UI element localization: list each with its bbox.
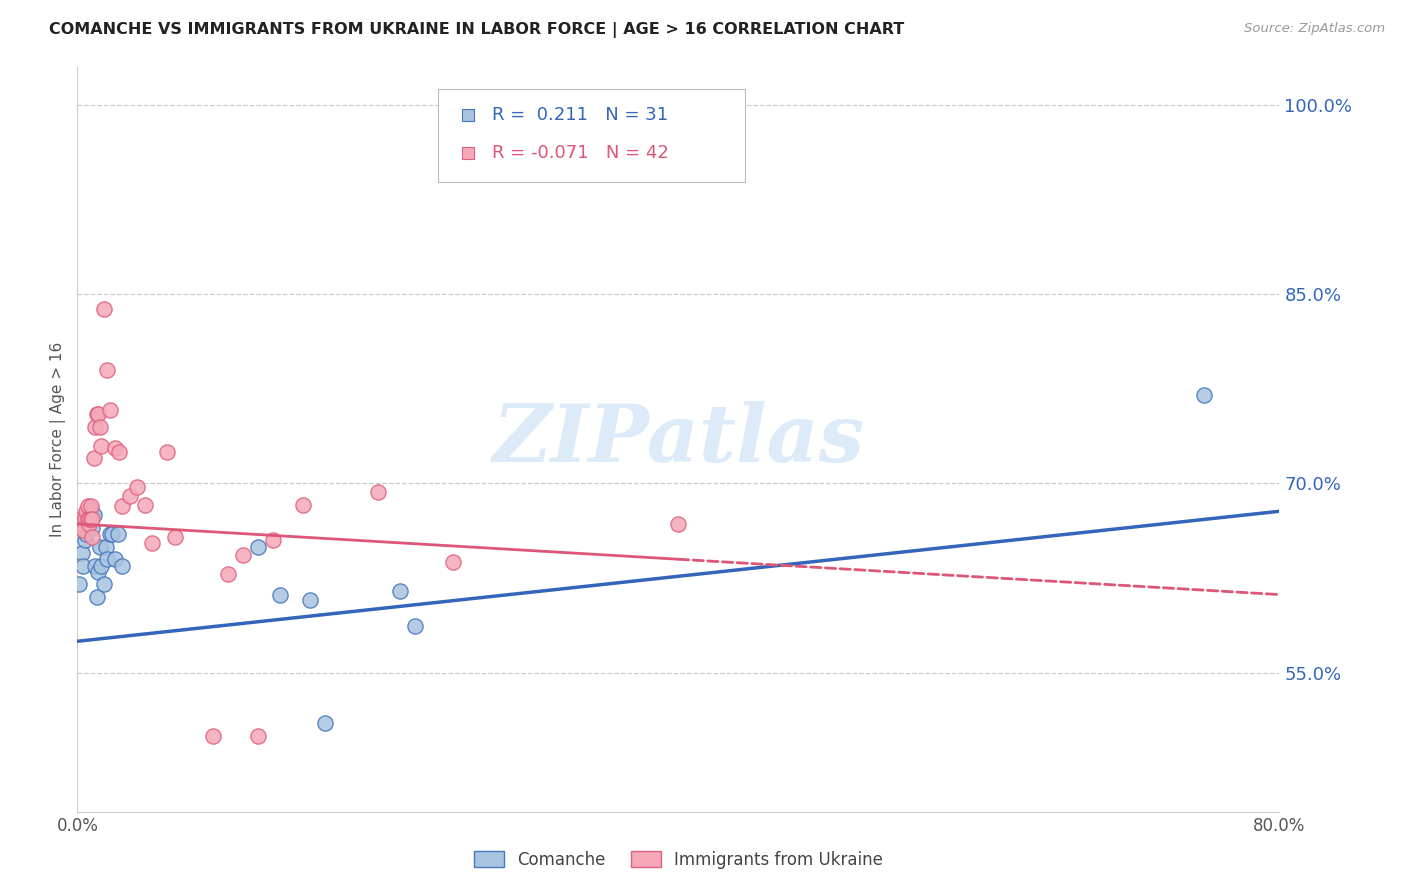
Point <box>90 558 112 573</box>
Point <box>84 419 107 434</box>
Point <box>82 521 104 535</box>
Point <box>299 592 322 607</box>
FancyBboxPatch shape <box>439 89 745 182</box>
Point <box>80 501 103 516</box>
Point <box>111 558 134 573</box>
Point <box>668 516 690 531</box>
Point <box>163 529 186 543</box>
Point <box>70 546 93 560</box>
Point <box>93 577 115 591</box>
Point <box>69 521 91 535</box>
Point <box>389 583 412 598</box>
Point <box>100 527 122 541</box>
Point <box>90 439 112 453</box>
Point <box>246 540 269 554</box>
Point <box>141 536 163 550</box>
Point <box>73 510 96 524</box>
Point <box>554 179 576 194</box>
Point <box>76 500 98 514</box>
Point <box>118 489 141 503</box>
Point <box>75 504 97 518</box>
Text: Source: ZipAtlas.com: Source: ZipAtlas.com <box>1244 22 1385 36</box>
Point <box>104 441 127 455</box>
Point <box>111 500 134 514</box>
Text: COMANCHE VS IMMIGRANTS FROM UKRAINE IN LABOR FORCE | AGE > 16 CORRELATION CHART: COMANCHE VS IMMIGRANTS FROM UKRAINE IN L… <box>49 22 904 38</box>
Point <box>70 516 93 531</box>
Point <box>554 243 576 257</box>
Point <box>404 619 426 633</box>
Text: R =  0.211   N = 31: R = 0.211 N = 31 <box>492 106 668 124</box>
Point <box>73 533 96 548</box>
Point <box>72 523 94 537</box>
Point <box>79 514 101 528</box>
Point <box>1194 388 1216 402</box>
Point <box>246 729 269 743</box>
Point <box>96 552 118 566</box>
Point <box>80 512 103 526</box>
Point <box>367 485 389 500</box>
Point <box>87 565 110 579</box>
Point <box>69 512 91 526</box>
Point <box>127 480 149 494</box>
Point <box>156 445 179 459</box>
Point <box>89 540 111 554</box>
Point <box>262 533 284 548</box>
Y-axis label: In Labor Force | Age > 16: In Labor Force | Age > 16 <box>51 342 66 537</box>
Point <box>86 590 108 604</box>
Point <box>84 558 107 573</box>
Legend: Comanche, Immigrants from Ukraine: Comanche, Immigrants from Ukraine <box>470 847 887 874</box>
Point <box>107 527 129 541</box>
Point <box>441 555 464 569</box>
Point <box>83 451 105 466</box>
Text: R = -0.071   N = 42: R = -0.071 N = 42 <box>492 144 669 161</box>
Point <box>101 527 124 541</box>
Point <box>89 419 111 434</box>
Point <box>269 588 291 602</box>
Point <box>291 498 314 512</box>
Point <box>76 512 98 526</box>
Point <box>82 529 104 543</box>
Point <box>67 516 90 531</box>
Point <box>94 540 117 554</box>
Point <box>76 514 98 528</box>
Point <box>80 500 103 514</box>
Point <box>108 445 131 459</box>
Point <box>201 729 224 743</box>
Point <box>72 558 94 573</box>
Point <box>314 716 336 731</box>
Point <box>76 508 98 522</box>
Point <box>82 512 104 526</box>
Point <box>79 516 101 531</box>
Point <box>232 549 254 563</box>
Text: ZIPatlas: ZIPatlas <box>492 401 865 478</box>
Point <box>67 577 90 591</box>
Point <box>93 302 115 317</box>
Point <box>79 512 101 526</box>
Point <box>104 552 127 566</box>
Point <box>86 407 108 421</box>
Point <box>134 498 156 512</box>
Point <box>217 567 239 582</box>
Point <box>75 527 97 541</box>
Point <box>100 403 122 417</box>
Point <box>83 508 105 522</box>
Point <box>87 407 110 421</box>
Point <box>96 363 118 377</box>
